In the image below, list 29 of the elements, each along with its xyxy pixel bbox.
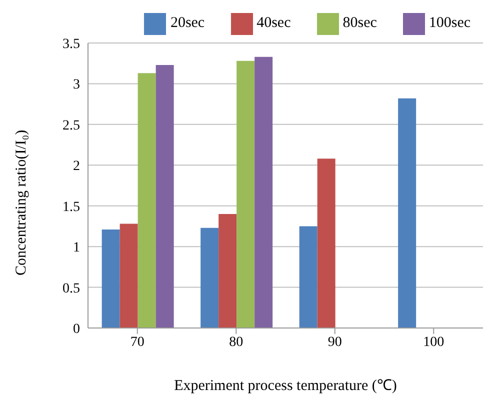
x-tick-label: 80 — [229, 334, 244, 350]
x-tick-label: 90 — [328, 334, 342, 350]
y-tick-label: 0 — [73, 322, 80, 337]
y-tick-label: 3.5 — [62, 36, 80, 52]
y-axis-title: Concentrating ratio(I/I₀) — [13, 130, 30, 276]
x-tick-label: 100 — [423, 334, 444, 350]
y-tick-label: 2.5 — [62, 118, 80, 134]
legend-label: 100sec — [428, 15, 471, 32]
bar — [102, 229, 120, 328]
bar — [156, 64, 174, 328]
bar — [218, 214, 237, 328]
y-tick-label: 0.5 — [62, 281, 80, 296]
bar — [254, 56, 273, 328]
x-tick-label: 70 — [130, 334, 144, 350]
bar — [398, 98, 416, 328]
bar — [200, 228, 219, 328]
bar — [299, 226, 318, 328]
bar — [138, 73, 156, 328]
y-tick-label: 1.5 — [62, 200, 80, 215]
legend-label: 80sec — [342, 15, 377, 32]
bar — [120, 224, 138, 328]
legend-label: 40sec — [256, 15, 291, 32]
x-axis-title: Experiment process temperature (℃) — [174, 378, 397, 394]
y-tick-label: 3 — [73, 78, 80, 93]
y-tick-label: 1 — [73, 240, 80, 256]
bar — [236, 60, 255, 328]
bar — [317, 158, 336, 328]
legend-label: 20sec — [170, 15, 205, 32]
y-tick-label: 2 — [73, 159, 80, 174]
